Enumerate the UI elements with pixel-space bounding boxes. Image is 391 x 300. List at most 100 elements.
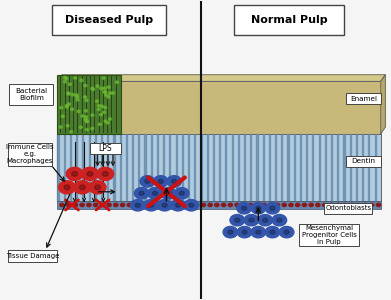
Circle shape: [59, 181, 75, 194]
Circle shape: [189, 203, 194, 207]
Circle shape: [108, 118, 111, 120]
Circle shape: [158, 179, 163, 183]
Circle shape: [66, 203, 71, 207]
Circle shape: [275, 203, 280, 207]
Bar: [201, 134, 202, 201]
Circle shape: [80, 79, 83, 82]
FancyBboxPatch shape: [8, 250, 57, 262]
Circle shape: [104, 120, 107, 122]
Circle shape: [100, 203, 104, 207]
Circle shape: [235, 218, 240, 222]
Circle shape: [228, 203, 232, 207]
FancyBboxPatch shape: [234, 5, 344, 35]
Bar: [64, 134, 65, 201]
Bar: [113, 134, 115, 201]
Circle shape: [350, 203, 354, 207]
Circle shape: [107, 203, 111, 207]
Circle shape: [91, 127, 94, 130]
Circle shape: [61, 115, 65, 118]
Circle shape: [302, 203, 307, 207]
Circle shape: [161, 203, 165, 207]
FancyBboxPatch shape: [57, 134, 381, 201]
Circle shape: [77, 110, 80, 112]
Circle shape: [255, 203, 259, 207]
Circle shape: [377, 203, 380, 207]
Circle shape: [114, 203, 118, 207]
Bar: [120, 134, 121, 201]
Circle shape: [251, 202, 265, 214]
Circle shape: [102, 172, 108, 176]
Circle shape: [80, 203, 84, 207]
Text: Immune Cells
e.g.
Macrophages: Immune Cells e.g. Macrophages: [6, 145, 54, 164]
Circle shape: [84, 110, 87, 112]
Circle shape: [100, 105, 104, 107]
Circle shape: [336, 203, 340, 207]
Circle shape: [66, 167, 83, 181]
Circle shape: [73, 203, 77, 207]
Circle shape: [289, 203, 293, 207]
Circle shape: [60, 106, 63, 109]
Circle shape: [98, 123, 101, 125]
Text: Diseased Pulp: Diseased Pulp: [65, 15, 153, 25]
Text: Odontoblasts: Odontoblasts: [325, 205, 371, 211]
Circle shape: [208, 203, 212, 207]
Bar: [300, 134, 301, 201]
Circle shape: [323, 203, 327, 207]
Circle shape: [215, 203, 219, 207]
FancyBboxPatch shape: [52, 5, 166, 35]
Circle shape: [201, 203, 206, 207]
Circle shape: [184, 200, 199, 211]
Circle shape: [107, 86, 110, 88]
Circle shape: [79, 185, 85, 190]
Circle shape: [237, 226, 252, 238]
Bar: [101, 134, 102, 201]
Bar: [70, 134, 71, 201]
FancyBboxPatch shape: [346, 93, 381, 104]
Bar: [225, 134, 226, 201]
Circle shape: [256, 230, 261, 234]
Bar: [163, 134, 164, 201]
FancyBboxPatch shape: [57, 201, 381, 209]
Circle shape: [134, 203, 138, 207]
Circle shape: [70, 108, 74, 110]
Bar: [263, 134, 264, 201]
Circle shape: [179, 191, 184, 195]
Circle shape: [284, 230, 289, 234]
Bar: [138, 134, 140, 201]
Circle shape: [89, 181, 106, 194]
Bar: [88, 134, 90, 201]
Circle shape: [66, 104, 68, 107]
Circle shape: [96, 85, 99, 87]
Circle shape: [230, 214, 244, 226]
Bar: [244, 134, 245, 201]
Circle shape: [104, 106, 107, 109]
Circle shape: [71, 94, 74, 96]
Circle shape: [153, 176, 168, 187]
Circle shape: [76, 98, 79, 101]
Bar: [207, 134, 208, 201]
Circle shape: [84, 116, 88, 118]
Bar: [182, 134, 183, 201]
Bar: [362, 134, 363, 201]
Bar: [213, 134, 214, 201]
Circle shape: [161, 188, 176, 199]
Circle shape: [258, 214, 273, 226]
Circle shape: [256, 206, 261, 210]
Circle shape: [87, 203, 91, 207]
Circle shape: [103, 91, 106, 93]
Circle shape: [103, 111, 106, 113]
Circle shape: [269, 203, 273, 207]
Circle shape: [91, 114, 94, 116]
Circle shape: [145, 179, 150, 183]
Bar: [312, 134, 314, 201]
Polygon shape: [381, 75, 386, 134]
Bar: [356, 134, 357, 201]
Circle shape: [66, 124, 69, 127]
Circle shape: [82, 167, 99, 181]
Circle shape: [272, 214, 287, 226]
Circle shape: [75, 94, 78, 96]
Circle shape: [223, 226, 238, 238]
Circle shape: [195, 203, 199, 207]
Bar: [287, 134, 289, 201]
Circle shape: [265, 226, 280, 238]
